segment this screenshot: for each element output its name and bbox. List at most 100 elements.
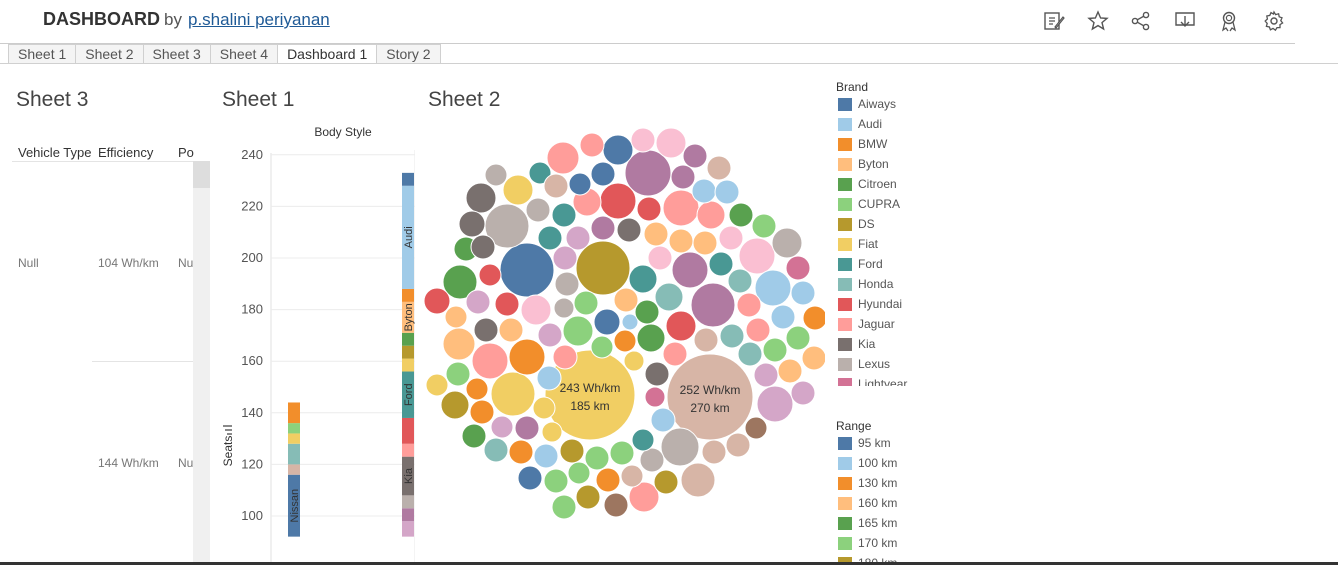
bubble[interactable]	[458, 210, 486, 238]
bar-segment[interactable]	[288, 433, 300, 444]
bubble[interactable]	[537, 225, 563, 251]
bubble[interactable]	[445, 361, 471, 387]
bubble[interactable]	[693, 327, 719, 353]
bubble[interactable]	[623, 350, 645, 372]
bubble[interactable]	[593, 308, 621, 336]
sort-icon[interactable]	[223, 425, 232, 435]
bubble[interactable]	[553, 297, 575, 319]
bubble[interactable]	[609, 440, 635, 466]
bubble[interactable]	[551, 202, 577, 228]
bubble[interactable]	[668, 228, 694, 254]
legend-item[interactable]: CUPRA	[838, 197, 900, 211]
bar-segment[interactable]	[288, 423, 300, 434]
bubble[interactable]	[708, 251, 734, 277]
bubble[interactable]	[444, 305, 468, 329]
legend-item[interactable]: 100 km	[838, 456, 897, 470]
bubble[interactable]	[517, 465, 543, 491]
bubble[interactable]	[508, 338, 546, 376]
legend-item[interactable]: Hyundai	[838, 297, 902, 311]
bar-segment[interactable]	[402, 185, 414, 289]
bubble[interactable]	[771, 227, 803, 259]
legend-item[interactable]: Honda	[838, 277, 893, 291]
legend-item[interactable]: 130 km	[838, 476, 897, 490]
bubble[interactable]	[655, 127, 687, 159]
bubble[interactable]	[484, 163, 508, 187]
author-link[interactable]: p.shalini periyanan	[188, 10, 330, 29]
bubble[interactable]	[727, 268, 753, 294]
brand-legend[interactable]: Aiways Audi BMW Byton Citroen CUPRA DS Fiat Ford…	[830, 97, 950, 386]
bubble[interactable]	[647, 245, 673, 271]
bubble[interactable]	[680, 462, 716, 498]
bubble[interactable]	[696, 200, 726, 230]
bubble[interactable]	[461, 423, 487, 449]
bubble[interactable]	[682, 143, 708, 169]
legend-item[interactable]: Byton	[838, 157, 889, 171]
bubble[interactable]	[508, 439, 534, 465]
bubble[interactable]	[602, 134, 634, 166]
bar-segment[interactable]	[402, 345, 414, 359]
bubble[interactable]	[473, 317, 499, 343]
bubble[interactable]	[573, 290, 599, 316]
bubble[interactable]	[562, 315, 594, 347]
legend-item[interactable]: 170 km	[838, 536, 897, 550]
bar-segment[interactable]	[288, 443, 300, 465]
table-scrollbar[interactable]	[193, 161, 210, 563]
bubble[interactable]	[790, 380, 816, 406]
bubble[interactable]	[650, 407, 676, 433]
bubble[interactable]	[470, 234, 496, 260]
bubble[interactable]	[701, 439, 727, 465]
badge-icon[interactable]	[1218, 10, 1240, 32]
bubble[interactable]	[785, 255, 811, 281]
bar-segment[interactable]	[402, 521, 414, 537]
bubble[interactable]	[631, 428, 655, 452]
legend-item[interactable]: Ford	[838, 257, 883, 271]
bubble[interactable]	[714, 179, 740, 205]
bubble[interactable]	[465, 377, 489, 401]
scrollbar-thumb[interactable]	[193, 161, 210, 188]
bubble[interactable]	[575, 240, 631, 296]
bubble[interactable]	[738, 237, 776, 275]
bubble[interactable]	[590, 215, 616, 241]
bubble[interactable]	[785, 325, 811, 351]
bubble[interactable]	[613, 329, 637, 353]
bubble[interactable]	[567, 461, 591, 485]
bubble[interactable]	[551, 494, 577, 520]
bubble[interactable]	[706, 155, 732, 181]
bubble[interactable]	[546, 141, 580, 175]
bubble[interactable]	[691, 178, 717, 204]
star-icon[interactable]	[1087, 10, 1109, 32]
legend-item[interactable]: Citroen	[838, 177, 897, 191]
bar-segment[interactable]	[288, 474, 300, 537]
bubble[interactable]	[665, 310, 697, 342]
bar-segment[interactable]	[402, 301, 414, 333]
gear-icon[interactable]	[1263, 10, 1285, 32]
bubble[interactable]	[745, 317, 771, 343]
bubble[interactable]	[634, 299, 660, 325]
legend-item[interactable]: BMW	[838, 137, 887, 151]
bubble[interactable]	[654, 282, 684, 312]
bubble[interactable]	[579, 132, 605, 158]
bubble[interactable]	[751, 213, 777, 239]
bubble[interactable]	[478, 263, 502, 287]
tab-sheet-2[interactable]: Sheet 2	[76, 44, 144, 64]
bubble[interactable]	[636, 196, 662, 222]
bubble[interactable]	[469, 399, 495, 425]
bubble[interactable]	[465, 182, 497, 214]
bubble[interactable]	[653, 469, 679, 495]
bubble[interactable]	[423, 287, 451, 315]
bubble[interactable]	[525, 197, 551, 223]
bubble[interactable]	[536, 365, 562, 391]
bubble[interactable]	[490, 371, 536, 417]
bubble[interactable]	[498, 317, 524, 343]
bubble[interactable]	[636, 323, 666, 353]
bar-segment[interactable]	[402, 358, 414, 372]
bubble[interactable]	[584, 445, 610, 471]
bubble[interactable]	[483, 437, 509, 463]
bubble[interactable]	[639, 447, 665, 473]
bubble[interactable]	[590, 335, 614, 359]
col-header-po[interactable]: Po	[178, 145, 194, 160]
bubble[interactable]	[628, 264, 658, 294]
bubble[interactable]	[552, 245, 578, 271]
legend-item[interactable]: Jaguar	[838, 317, 895, 331]
edit-icon[interactable]	[1043, 10, 1065, 32]
